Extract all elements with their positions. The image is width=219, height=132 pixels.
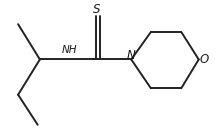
Text: S: S — [93, 3, 100, 16]
Text: NH: NH — [62, 45, 77, 55]
Text: O: O — [200, 53, 209, 66]
Text: N: N — [127, 49, 136, 62]
